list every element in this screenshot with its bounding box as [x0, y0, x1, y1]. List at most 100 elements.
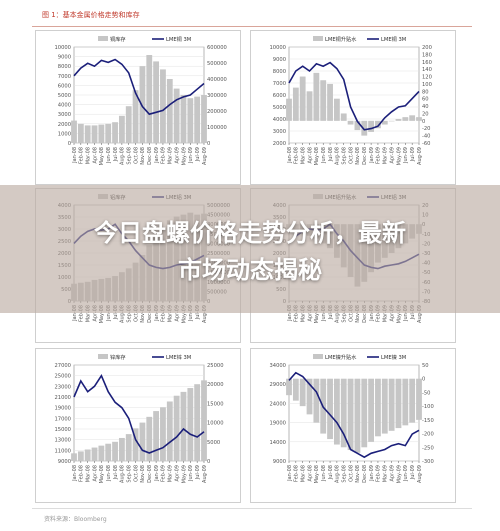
x-tick-label: Feb-09: [376, 305, 382, 322]
price-line: [288, 61, 420, 131]
x-tick-label: Jan-09: [154, 465, 160, 482]
y-left-tick-label: 19000: [269, 421, 286, 427]
area-bar: [327, 378, 333, 440]
area-bar: [77, 451, 84, 461]
x-tick-label: Sep-08: [127, 465, 133, 483]
area-bar: [340, 378, 347, 448]
x-tick-label: Jun-09: [188, 147, 194, 164]
y-right-tick-label: 400000: [207, 77, 227, 83]
area-bar: [98, 445, 105, 461]
y-left-tick-label: 34000: [269, 363, 286, 369]
area-bar: [375, 378, 381, 437]
x-tick-label: Jun-09: [403, 305, 409, 322]
footer-divider: [32, 508, 472, 509]
x-tick-label: May-09: [181, 465, 187, 483]
area-bar: [395, 119, 402, 121]
x-tick-label: Jun-08: [106, 147, 112, 164]
x-tick-label: Sep-08: [127, 147, 133, 165]
y-left-tick-label: 24000: [269, 401, 286, 407]
x-tick-label: Dec-08: [362, 465, 368, 483]
x-tick-label: Dec-08: [147, 305, 153, 323]
x-tick-label: Sep-08: [127, 305, 133, 323]
y-left-tick-label: 2000: [273, 141, 286, 147]
x-tick-label: Apr-08: [92, 147, 98, 164]
legend-label-area: LME镍升贴水: [325, 353, 357, 361]
area-bar: [313, 378, 320, 423]
y-right-tick-label: -60: [422, 141, 430, 147]
area-bar: [320, 80, 327, 121]
y-right-tick-label: -20: [422, 126, 430, 132]
area-bar: [327, 83, 333, 121]
x-tick-label: Sep-08: [342, 465, 348, 483]
area-bar: [77, 123, 84, 143]
area-bar: [105, 443, 112, 461]
x-tick-label: Jan-08: [72, 305, 78, 322]
area-bar: [306, 378, 313, 415]
x-tick-label: Apr-09: [174, 147, 180, 164]
area-bar: [139, 422, 146, 461]
area-bar: [306, 91, 313, 121]
area-bar: [286, 98, 292, 121]
area-bar: [84, 449, 91, 461]
chart-svg-2: 2000300040005000600070008000900010000-60…: [269, 35, 432, 165]
x-tick-label: Mar-08: [85, 147, 91, 164]
y-right-tick-label: 0: [207, 141, 210, 147]
y-right-tick-label: -50: [422, 390, 430, 396]
area-bar: [388, 378, 395, 431]
x-tick-label: Aug-08: [335, 465, 341, 483]
area-bar: [381, 378, 388, 434]
x-tick-label: Mar-08: [300, 465, 306, 482]
area-bar: [409, 115, 416, 121]
x-tick-label: Aug-08: [335, 305, 341, 323]
area-bar: [173, 88, 180, 143]
y-right-tick-label: 200: [422, 45, 432, 51]
area-bar: [153, 411, 160, 461]
y-right-tick-label: 50: [422, 363, 429, 369]
area-bar: [354, 378, 361, 453]
x-tick-label: Apr-09: [389, 465, 395, 482]
x-tick-label: Apr-08: [92, 465, 98, 482]
area-bar: [313, 72, 320, 121]
legend-swatch-area: [98, 36, 108, 41]
y-left-tick-label: 23000: [54, 384, 71, 390]
area-bar: [160, 407, 166, 461]
area-bar: [388, 120, 395, 122]
x-tick-label: May-09: [181, 305, 187, 323]
x-tick-label: Jun-09: [188, 305, 194, 322]
x-tick-label: Nov-08: [140, 465, 146, 483]
legend-swatch-area: [98, 354, 108, 359]
y-right-tick-label: -100: [422, 404, 434, 410]
x-tick-label: Jul-08: [113, 147, 119, 162]
x-tick-label: Mar-08: [85, 305, 91, 322]
x-tick-label: Jun-08: [106, 465, 112, 482]
y-right-tick-label: 15000: [207, 401, 224, 407]
x-tick-label: Mar-08: [85, 465, 91, 482]
x-tick-label: Apr-09: [389, 147, 395, 164]
y-right-tick-label: 10000: [207, 421, 224, 427]
x-tick-label: Mar-09: [168, 305, 174, 322]
x-tick-label: Mar-09: [383, 305, 389, 322]
y-left-tick-label: 5000: [273, 105, 286, 111]
x-tick-label: Aug-09: [202, 147, 208, 165]
x-tick-label: Mar-09: [168, 147, 174, 164]
y-left-tick-label: 3000: [58, 112, 71, 118]
x-tick-label: Apr-09: [389, 305, 395, 322]
y-left-tick-label: 11000: [54, 448, 71, 454]
x-tick-label: Jul-08: [113, 465, 119, 480]
y-left-tick-label: 8000: [273, 69, 286, 75]
area-bar: [187, 98, 194, 143]
y-right-tick-label: 500000: [207, 61, 227, 67]
x-tick-label: Feb-09: [376, 147, 382, 164]
x-tick-label: Feb-09: [161, 147, 167, 164]
chart-svg-5: 9000 11000 13000 15000 17000 19000 21000 23000 2…: [54, 353, 224, 483]
area-bar: [402, 117, 409, 121]
chart-panel-2: 2000 3000 4000 5000 6000 7000 8000 9000 10000 -60…: [250, 30, 456, 185]
area-bar: [347, 378, 354, 451]
area-bar: [153, 61, 160, 143]
area-bar: [361, 378, 368, 448]
y-right-tick-label: 0: [207, 459, 210, 465]
y-left-tick-label: 13000: [54, 438, 71, 444]
x-tick-label: Jul-09: [195, 147, 201, 162]
y-left-tick-label: 27000: [54, 363, 71, 369]
x-tick-label: Feb-08: [79, 305, 85, 322]
